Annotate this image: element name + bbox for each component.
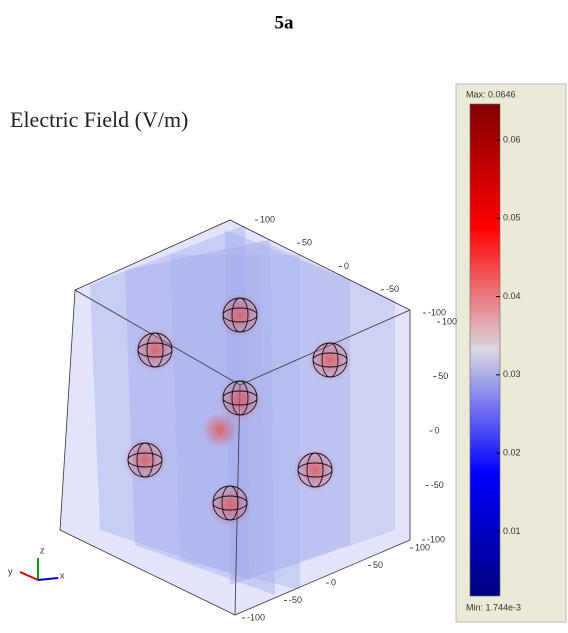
axis-tick-label: -50: [289, 595, 302, 605]
triad-label: x: [60, 570, 65, 580]
axis-tick-label: 0: [331, 577, 336, 587]
colorbar-tick-label: 0.06: [503, 134, 521, 144]
axis-triad: z y x: [8, 545, 65, 580]
colorbar-tick-label: 0.02: [503, 447, 521, 457]
axis-tick-label: 100: [442, 316, 457, 326]
triad-label: z: [40, 545, 45, 555]
axis-tick-label: -50: [431, 480, 444, 490]
axis-tick-label: 50: [373, 560, 383, 570]
axis-tick-label: 100: [260, 214, 275, 224]
triad-label: y: [8, 566, 13, 576]
colorbar-tick-label: 0.03: [503, 369, 521, 379]
colorbar-panel: Max: 0.0646 Min: 1.744e-3: [456, 84, 566, 622]
plot-title: Electric Field (V/m): [10, 107, 188, 132]
cube: [60, 220, 410, 615]
colorbar-tick-label: 0.04: [503, 291, 521, 301]
axis-tick-label: 100: [415, 542, 430, 552]
axis-tick-label: 0: [435, 425, 440, 435]
axis-tick-label: -50: [386, 284, 399, 294]
colorbar-min: Min: 1.744e-3: [466, 602, 521, 612]
colorbar-tick-label: 0.01: [503, 526, 521, 536]
colorbar-max: Max: 0.0646: [466, 89, 516, 99]
figure-label: 5a: [275, 12, 295, 33]
axis-tick-label: 50: [438, 371, 448, 381]
figure: 5a Electric Field (V/m) z: [0, 0, 568, 628]
axis-tick-label: 0: [344, 261, 349, 271]
axis-tick-label: -100: [247, 612, 265, 622]
colorbar-tick-label: 0.05: [503, 213, 521, 223]
axis-tick-label: 50: [302, 238, 312, 248]
